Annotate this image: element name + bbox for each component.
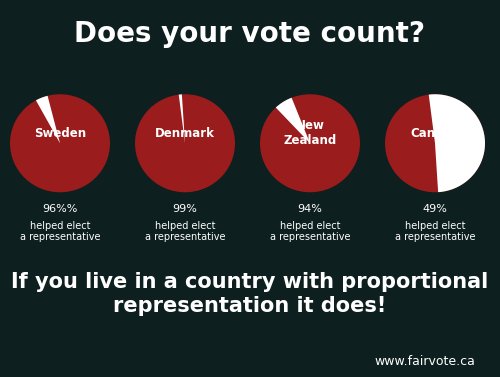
Polygon shape (276, 98, 310, 143)
Text: helped elect
a representative: helped elect a representative (395, 221, 475, 242)
Text: New
Zealand: New Zealand (284, 120, 337, 147)
Polygon shape (428, 94, 485, 192)
Ellipse shape (10, 94, 110, 192)
Ellipse shape (135, 94, 235, 192)
Text: 94%: 94% (298, 204, 322, 214)
Text: Sweden: Sweden (34, 127, 86, 140)
Ellipse shape (260, 94, 360, 192)
Text: 99%: 99% (172, 204, 198, 214)
Text: Does your vote count?: Does your vote count? (74, 20, 426, 48)
Polygon shape (178, 94, 185, 143)
Text: helped elect
a representative: helped elect a representative (20, 221, 100, 242)
Text: If you live in a country with proportional
representation it does!: If you live in a country with proportion… (12, 273, 488, 316)
Text: www.fairvote.ca: www.fairvote.ca (374, 356, 475, 368)
Ellipse shape (385, 94, 485, 192)
Text: 49%: 49% (422, 204, 448, 214)
Text: helped elect
a representative: helped elect a representative (270, 221, 350, 242)
Text: Denmark: Denmark (155, 127, 215, 140)
Polygon shape (36, 96, 60, 143)
Text: 96%%: 96%% (42, 204, 78, 214)
Text: helped elect
a representative: helped elect a representative (145, 221, 225, 242)
Text: Canada: Canada (410, 127, 460, 140)
